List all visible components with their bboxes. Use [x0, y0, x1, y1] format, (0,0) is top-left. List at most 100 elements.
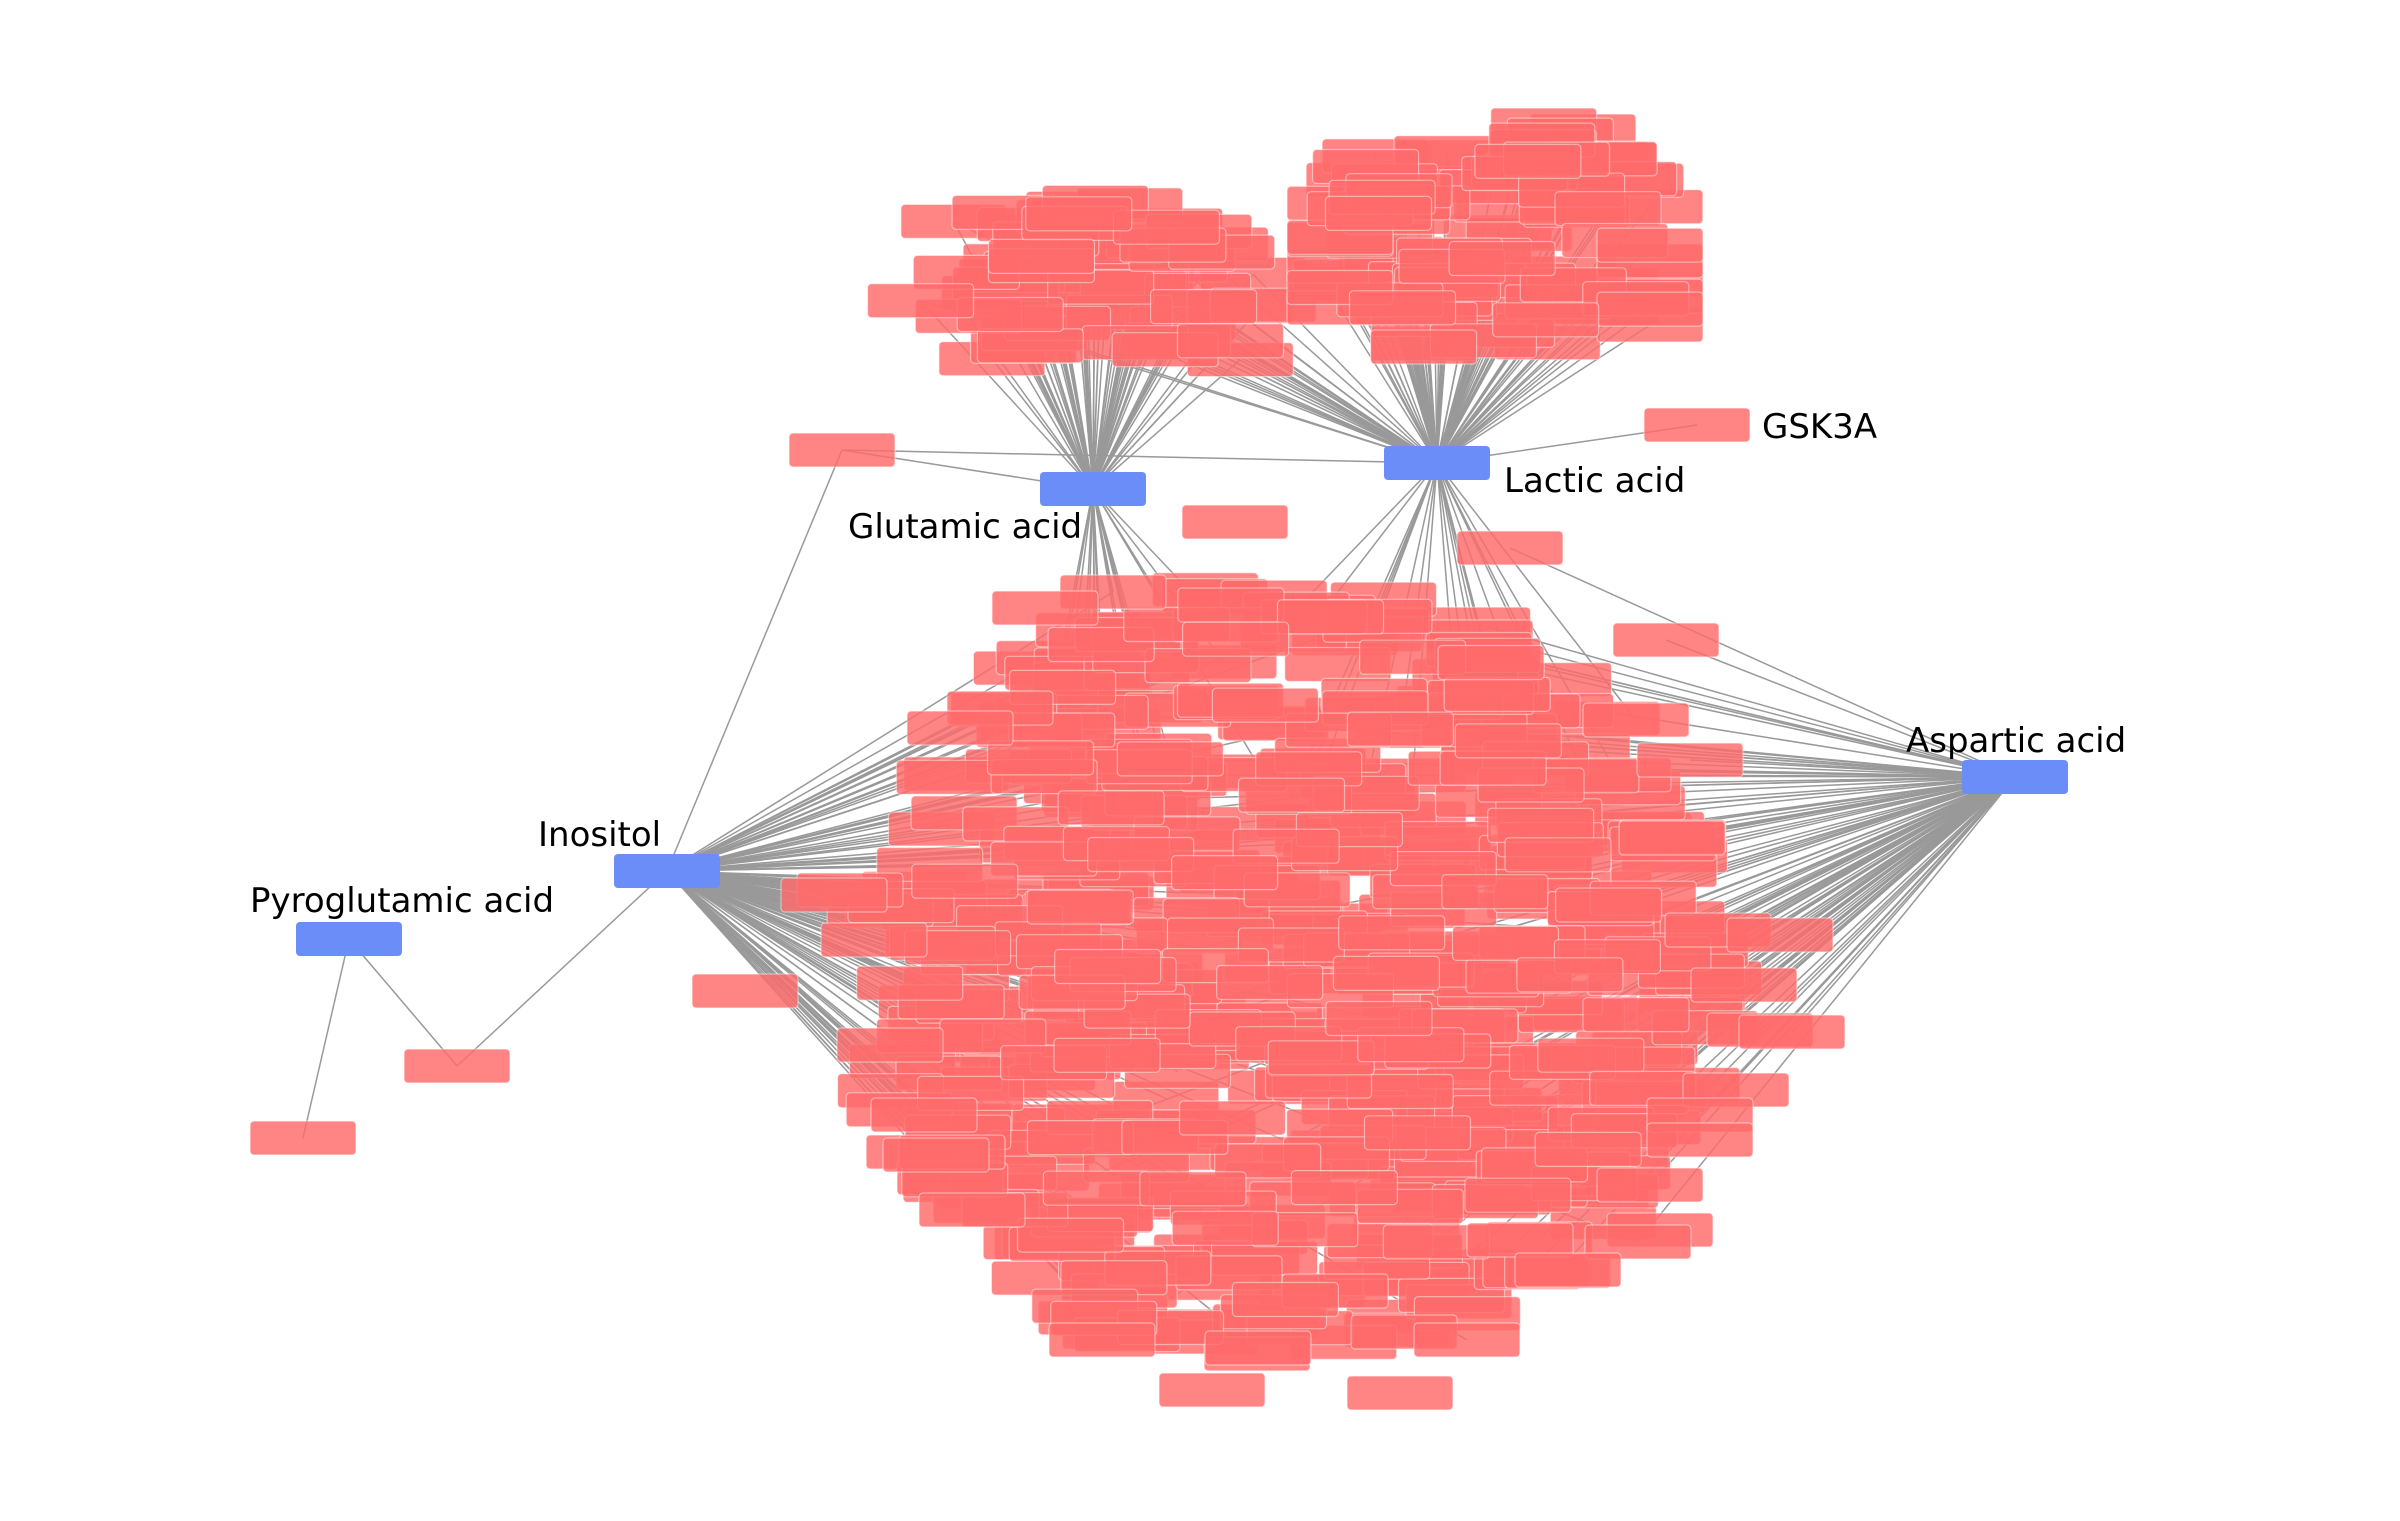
- gene-node-629[interactable]: [1232, 828, 1340, 864]
- gene-node-635[interactable]: [1042, 1170, 1151, 1206]
- gene-node-69[interactable]: [987, 238, 1096, 274]
- gene-node-657[interactable]: [1177, 587, 1285, 623]
- gene-node-580[interactable]: [1016, 1217, 1125, 1253]
- gene-node-616[interactable]: [1441, 874, 1549, 910]
- gene-node-59[interactable]: [976, 328, 1085, 364]
- gene-node-670[interactable]: [1026, 1119, 1135, 1156]
- gene-node-689[interactable]: [1726, 917, 1834, 953]
- gene-node-659[interactable]: [1534, 1131, 1642, 1168]
- gene-node-679[interactable]: [1346, 711, 1455, 747]
- gene-node-664[interactable]: [1216, 964, 1324, 1001]
- gene-node-677[interactable]: [1178, 1100, 1287, 1136]
- gene-node-572[interactable]: [895, 759, 1003, 795]
- gene-node-666[interactable]: [1454, 723, 1562, 759]
- gene-node-667[interactable]: [1181, 621, 1290, 657]
- gene-node-606[interactable]: [1057, 790, 1165, 826]
- gene-node-pyro-1[interactable]: [249, 1120, 357, 1156]
- gene-node-gsk3a[interactable]: [1643, 407, 1751, 443]
- edge-142: [1339, 307, 1438, 464]
- gene-node-150[interactable]: [1596, 227, 1704, 263]
- gene-node-66[interactable]: [1149, 289, 1258, 325]
- gene-node-696[interactable]: [1596, 1167, 1704, 1203]
- gene-node-pyro-2[interactable]: [403, 1048, 511, 1084]
- gene-node-639[interactable]: [1231, 1281, 1340, 1318]
- gene-node-685[interactable]: [1582, 702, 1690, 738]
- metabolite-node-lactic-acid[interactable]: [1384, 446, 1490, 480]
- gene-node-690[interactable]: [1690, 967, 1798, 1003]
- gene-node-607[interactable]: [1582, 997, 1690, 1033]
- gene-node-698[interactable]: [1584, 1224, 1692, 1260]
- gene-node-709[interactable]: [1204, 1330, 1312, 1366]
- gene-node-669[interactable]: [1332, 955, 1441, 992]
- gene-node-144[interactable]: [1369, 329, 1478, 365]
- gene-node-626[interactable]: [856, 965, 964, 1001]
- gene-node-141[interactable]: [1554, 191, 1662, 227]
- gene-node-613[interactable]: [1116, 741, 1224, 777]
- gene-node-703[interactable]: [836, 1027, 944, 1063]
- gene-node-bridge[interactable]: [788, 432, 896, 468]
- gene-node-705[interactable]: [882, 1137, 990, 1173]
- gene-node-643[interactable]: [1363, 1115, 1472, 1151]
- gene-node-702[interactable]: [780, 877, 888, 913]
- gene-node-680[interactable]: [1456, 530, 1564, 566]
- gene-node-598[interactable]: [1026, 889, 1134, 925]
- gene-node-661[interactable]: [1214, 1143, 1322, 1179]
- gene-node-707[interactable]: [1048, 1322, 1156, 1358]
- gene-node-678[interactable]: [1437, 644, 1545, 681]
- gene-node-154[interactable]: [1492, 302, 1600, 338]
- metabolite-node-aspartic-acid[interactable]: [1962, 760, 2068, 794]
- gene-node-695[interactable]: [1646, 1122, 1754, 1158]
- gene-node-149[interactable]: [1348, 290, 1457, 326]
- gene-node-601[interactable]: [1554, 887, 1663, 923]
- edge-413: [1665, 639, 2016, 778]
- gene-node-63[interactable]: [866, 283, 975, 319]
- gene-node-683[interactable]: [991, 590, 1099, 626]
- gene-node-653[interactable]: [1338, 915, 1446, 951]
- gene-node-704[interactable]: [870, 1097, 978, 1133]
- gene-node-706[interactable]: [918, 1192, 1026, 1228]
- gene-node-68[interactable]: [1025, 196, 1133, 232]
- gene-node-712[interactable]: [1466, 1222, 1574, 1258]
- gene-node-642[interactable]: [911, 863, 1019, 899]
- edge-143: [1436, 342, 1548, 464]
- gene-node-157[interactable]: [1448, 240, 1556, 277]
- gene-node-568[interactable]: [1443, 676, 1551, 713]
- gene-node-587[interactable]: [1211, 687, 1320, 723]
- gene-node-686[interactable]: [1636, 742, 1744, 778]
- gene-node-152[interactable]: [1596, 291, 1704, 327]
- metabolite-node-inositol[interactable]: [614, 854, 720, 888]
- gene-node-638[interactable]: [1504, 837, 1612, 873]
- gene-node-711[interactable]: [1413, 1322, 1521, 1358]
- gene-node-684[interactable]: [1612, 622, 1720, 658]
- gene-node-660[interactable]: [1276, 599, 1385, 635]
- gene-node-658[interactable]: [1053, 1037, 1161, 1073]
- gene-node-674[interactable]: [1054, 948, 1162, 985]
- gene-node-655[interactable]: [1237, 777, 1346, 813]
- gene-node-637[interactable]: [1171, 1210, 1279, 1246]
- metabolite-node-glutamic-acid[interactable]: [1040, 472, 1146, 506]
- gene-node-636[interactable]: [1451, 925, 1560, 962]
- gene-node-668[interactable]: [1290, 1169, 1399, 1206]
- gene-node-159[interactable]: [1324, 195, 1433, 231]
- metabolite-node-pyroglutamic-acid[interactable]: [296, 922, 402, 956]
- gene-node-673[interactable]: [1516, 957, 1624, 993]
- edge-499: [1759, 776, 2016, 1031]
- gene-node-713[interactable]: [1514, 1252, 1622, 1288]
- gene-node-615[interactable]: [986, 740, 1095, 776]
- gene-node-649[interactable]: [1325, 1000, 1433, 1037]
- gene-node-710[interactable]: [1346, 1375, 1454, 1411]
- gene-node-663[interactable]: [1537, 1037, 1645, 1073]
- gene-node-692[interactable]: [1738, 1014, 1846, 1050]
- gene-node-634[interactable]: [1170, 854, 1279, 891]
- gene-node-687[interactable]: [1618, 820, 1726, 856]
- gene-node-708[interactable]: [1158, 1372, 1266, 1408]
- gene-node-inositol-near[interactable]: [691, 973, 799, 1009]
- gene-node-576[interactable]: [1464, 1177, 1572, 1213]
- gene-node-158[interactable]: [1474, 143, 1582, 179]
- gene-node-681[interactable]: [1181, 504, 1289, 540]
- gene-node-559[interactable]: [1087, 836, 1195, 873]
- gene-node-57[interactable]: [1176, 323, 1285, 359]
- gene-node-699[interactable]: [906, 710, 1014, 746]
- gene-node-701[interactable]: [820, 922, 928, 958]
- gene-node-676[interactable]: [1139, 1171, 1247, 1207]
